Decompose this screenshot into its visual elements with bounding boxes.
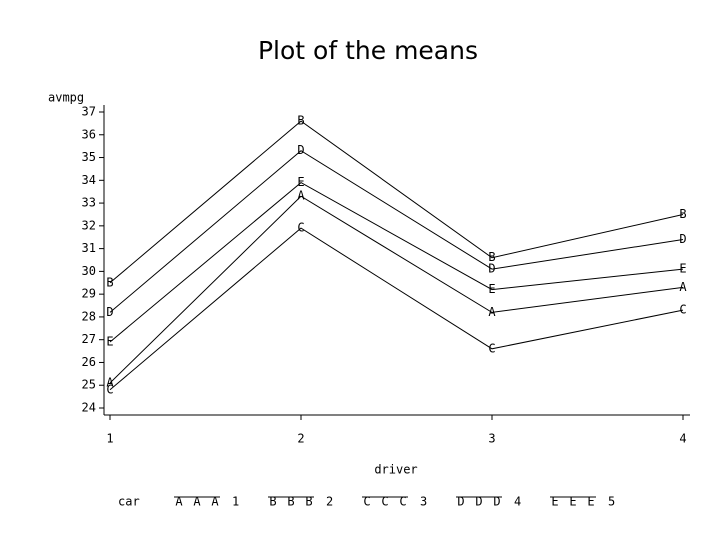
point-marker: E — [679, 262, 686, 276]
point-marker: C — [488, 341, 495, 355]
legend-marker: D — [493, 495, 500, 509]
point-marker: A — [679, 280, 687, 294]
legend-marker: A — [211, 495, 219, 509]
legend-title: car — [118, 495, 140, 509]
point-marker: B — [106, 275, 113, 289]
point-marker: A — [488, 305, 496, 319]
legend-label: 2 — [326, 495, 333, 509]
point-marker: E — [297, 175, 304, 189]
point-marker: D — [106, 305, 113, 319]
legend-marker: A — [175, 495, 183, 509]
point-marker: C — [297, 221, 304, 235]
point-marker: E — [488, 282, 495, 296]
y-tick-label: 33 — [82, 196, 96, 210]
point-marker: D — [679, 232, 686, 246]
chart-title: Plot of the means — [258, 36, 478, 65]
x-tick-label: 4 — [679, 432, 686, 446]
y-tick-label: 29 — [82, 287, 96, 301]
x-tick-label: 1 — [106, 432, 113, 446]
y-tick-label: 24 — [82, 401, 96, 415]
point-marker: B — [679, 207, 686, 221]
point-marker: E — [106, 334, 113, 348]
legend-label: 1 — [232, 495, 239, 509]
legend-marker: E — [569, 495, 576, 509]
series-line — [109, 195, 684, 384]
point-marker: B — [297, 114, 304, 128]
series-line — [109, 120, 684, 284]
y-tick-label: 28 — [82, 309, 96, 323]
point-marker: C — [106, 382, 113, 396]
y-tick-label: 31 — [82, 241, 96, 255]
point-marker: B — [488, 250, 495, 264]
legend-label: 3 — [420, 495, 427, 509]
legend-marker: D — [475, 495, 482, 509]
y-tick-label: 30 — [82, 264, 96, 278]
y-tick-label: 27 — [82, 332, 96, 346]
legend-marker: C — [381, 495, 388, 509]
legend-marker: C — [363, 495, 370, 509]
series-line — [109, 181, 684, 343]
legend-marker: B — [287, 495, 294, 509]
legend-label: 5 — [608, 495, 615, 509]
y-tick-label: 25 — [82, 378, 96, 392]
point-marker: A — [106, 375, 114, 389]
series-line — [109, 150, 684, 313]
y-tick-label: 26 — [82, 355, 96, 369]
point-marker: D — [297, 143, 304, 157]
x-tick-label: 3 — [488, 432, 495, 446]
legend-marker: C — [399, 495, 406, 509]
legend-marker: D — [457, 495, 464, 509]
x-tick-label: 2 — [297, 432, 304, 446]
y-tick-label: 35 — [82, 150, 96, 164]
y-tick-label: 36 — [82, 127, 96, 141]
legend-marker: B — [269, 495, 276, 509]
point-marker: C — [679, 303, 686, 317]
legend-marker: E — [551, 495, 558, 509]
legend-label: 4 — [514, 495, 521, 509]
y-tick-label: 32 — [82, 218, 96, 232]
legend-marker: B — [305, 495, 312, 509]
legend-marker: E — [587, 495, 594, 509]
point-marker: D — [488, 262, 495, 276]
x-axis-label: driver — [374, 463, 417, 477]
y-tick-label: 37 — [82, 105, 96, 119]
point-marker: A — [297, 189, 305, 203]
y-axis-label: avmpg — [48, 91, 84, 105]
y-tick-label: 34 — [82, 173, 96, 187]
legend-marker: A — [193, 495, 201, 509]
series-line — [109, 227, 684, 391]
